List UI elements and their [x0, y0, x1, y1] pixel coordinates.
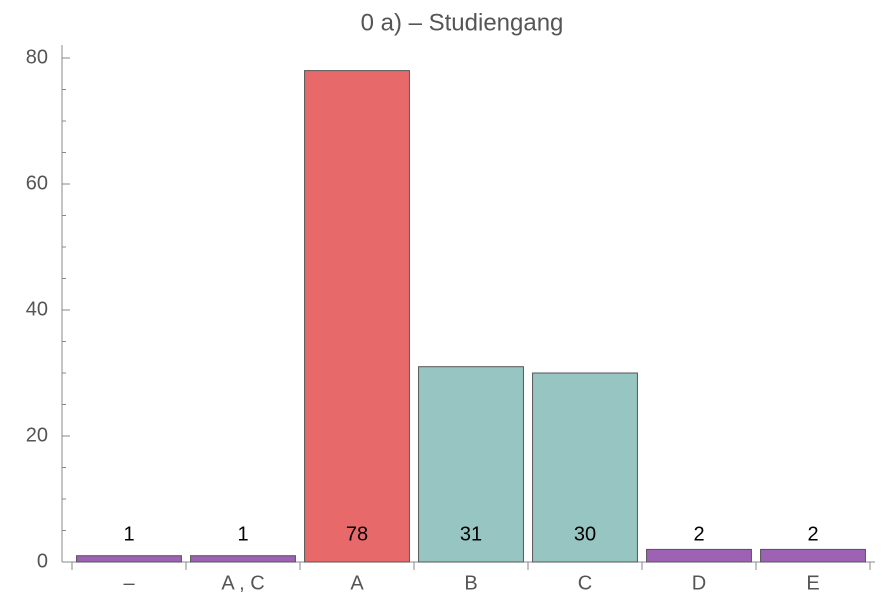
y-tick-label: 20	[26, 424, 48, 446]
x-tick-label: B	[464, 572, 477, 594]
data-label: 1	[123, 523, 134, 545]
x-tick-label: E	[806, 572, 819, 594]
x-tick-label: D	[692, 572, 706, 594]
data-label: 2	[693, 523, 704, 545]
data-label: 1	[237, 523, 248, 545]
bar	[760, 548, 866, 563]
y-tick-label: 80	[26, 46, 48, 68]
bar	[646, 548, 752, 563]
x-tick-label: A , C	[221, 572, 264, 594]
y-tick-label: 0	[37, 550, 48, 572]
bar	[532, 372, 638, 563]
y-tick-label: 40	[26, 298, 48, 320]
bar	[304, 70, 410, 563]
bar	[418, 366, 524, 563]
data-label: 78	[346, 523, 368, 545]
x-tick-label: C	[578, 572, 592, 594]
chart-title: 0 a) – Studiengang	[361, 9, 564, 36]
y-tick-label: 60	[26, 172, 48, 194]
bar	[76, 555, 182, 563]
bar	[190, 555, 296, 563]
x-tick-label: A	[350, 572, 364, 594]
data-label: 2	[807, 523, 818, 545]
data-label: 30	[574, 523, 596, 545]
data-label: 31	[460, 523, 482, 545]
x-tick-label: –	[123, 572, 135, 594]
